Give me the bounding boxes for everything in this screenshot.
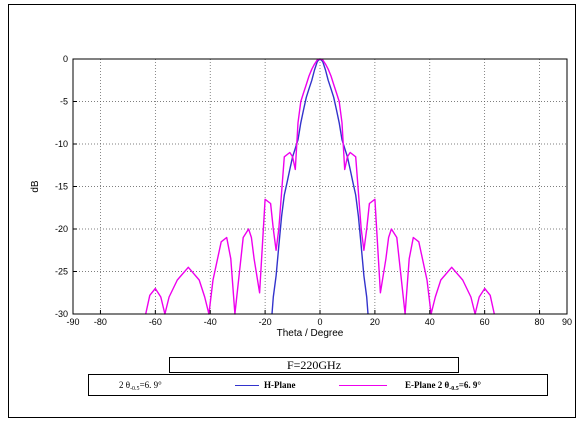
legend-h-plane-label: H-Plane <box>264 380 296 390</box>
x-axis-label: Theta / Degree <box>277 328 344 339</box>
y-tick-label: -5 <box>60 97 68 107</box>
legend-h-prefix: 2 θ <box>119 380 131 390</box>
x-tick-label: 0 <box>317 317 322 327</box>
x-tick-label: 40 <box>425 317 435 327</box>
frequency-label-text: F=220GHz <box>286 358 342 372</box>
y-tick-label: -10 <box>55 139 68 149</box>
y-tick-label: -20 <box>55 224 68 234</box>
frequency-label: F=220GHz <box>169 357 459 373</box>
legend-e-plane-line <box>339 385 387 386</box>
x-tick-label: -80 <box>94 317 107 327</box>
legend-h-value: =6. 9° <box>139 380 162 390</box>
legend-e-sub: -0.5 <box>449 386 459 392</box>
legend-h-sub: -0.5 <box>130 386 140 392</box>
x-tick-label: -40 <box>204 317 217 327</box>
y-axis-label: dB <box>30 180 41 193</box>
x-tick-label: 90 <box>562 317 572 327</box>
y-tick-label: 0 <box>63 54 68 64</box>
legend-e-name: E-Plane 2 θ <box>405 380 450 390</box>
legend-e-value: =6. 9° <box>458 380 481 390</box>
y-tick-label: -30 <box>55 309 68 319</box>
legend-h-beamwidth: 2 θ-0.5=6. 9° <box>119 380 162 392</box>
x-tick-label: 60 <box>480 317 490 327</box>
y-tick-label: -25 <box>55 267 68 277</box>
legend-h-plane-line <box>235 385 259 386</box>
x-tick-label: 80 <box>535 317 545 327</box>
chart-frame <box>8 4 576 418</box>
x-tick-label: -20 <box>259 317 272 327</box>
x-tick-label: -60 <box>149 317 162 327</box>
legend-e-plane: E-Plane 2 θ-0.5=6. 9° <box>405 380 481 392</box>
x-tick-label: 20 <box>370 317 380 327</box>
legend: 2 θ-0.5=6. 9° H-Plane E-Plane 2 θ-0.5=6.… <box>88 374 548 396</box>
y-tick-label: -15 <box>55 182 68 192</box>
x-tick-label: -90 <box>66 317 79 327</box>
